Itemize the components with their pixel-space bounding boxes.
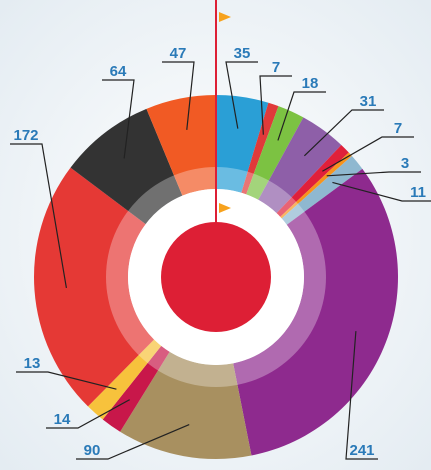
leader-line	[16, 371, 117, 390]
slice	[258, 117, 342, 214]
value-label: 11	[410, 184, 426, 201]
value-label: 35	[234, 45, 251, 62]
leader-line	[259, 75, 292, 135]
slice	[146, 95, 216, 196]
flag	[219, 203, 231, 213]
leader-line	[10, 143, 67, 289]
value-label: 90	[84, 442, 101, 459]
slice	[281, 155, 363, 225]
slice	[87, 339, 162, 420]
slice	[241, 102, 279, 195]
slices	[34, 95, 399, 459]
leader-line	[345, 331, 378, 460]
flag	[219, 12, 231, 22]
value-label: 14	[54, 411, 71, 428]
leader-line	[332, 181, 431, 202]
slice	[276, 144, 349, 217]
leader-line	[303, 109, 384, 157]
leader-line	[225, 61, 258, 129]
leader-line	[322, 136, 414, 172]
leader-line	[326, 171, 421, 177]
labels: 35 7 18 31 7 311 241 90 14 13 172 64 47	[10, 45, 431, 460]
leader-line	[46, 399, 130, 429]
value-label: 47	[170, 45, 187, 62]
value-label: 31	[360, 93, 377, 110]
slice	[34, 167, 155, 407]
slice	[70, 108, 183, 225]
value-label: 18	[302, 75, 319, 92]
slice	[216, 95, 269, 193]
value-label: 172	[13, 127, 38, 144]
value-label: 64	[110, 63, 127, 80]
value-label: 7	[272, 59, 280, 76]
value-label: 13	[24, 355, 41, 372]
center-dot	[161, 222, 271, 332]
value-label: 241	[349, 442, 374, 459]
slice	[280, 152, 352, 219]
leader-line	[76, 424, 190, 460]
leader-line	[162, 61, 195, 130]
leader-line	[277, 91, 326, 141]
slice	[102, 345, 170, 432]
leader-line	[102, 79, 135, 159]
slice	[233, 168, 399, 456]
slice	[120, 351, 252, 459]
value-label: 7	[394, 120, 402, 137]
value-label: 3	[401, 155, 409, 172]
slice	[246, 106, 304, 200]
